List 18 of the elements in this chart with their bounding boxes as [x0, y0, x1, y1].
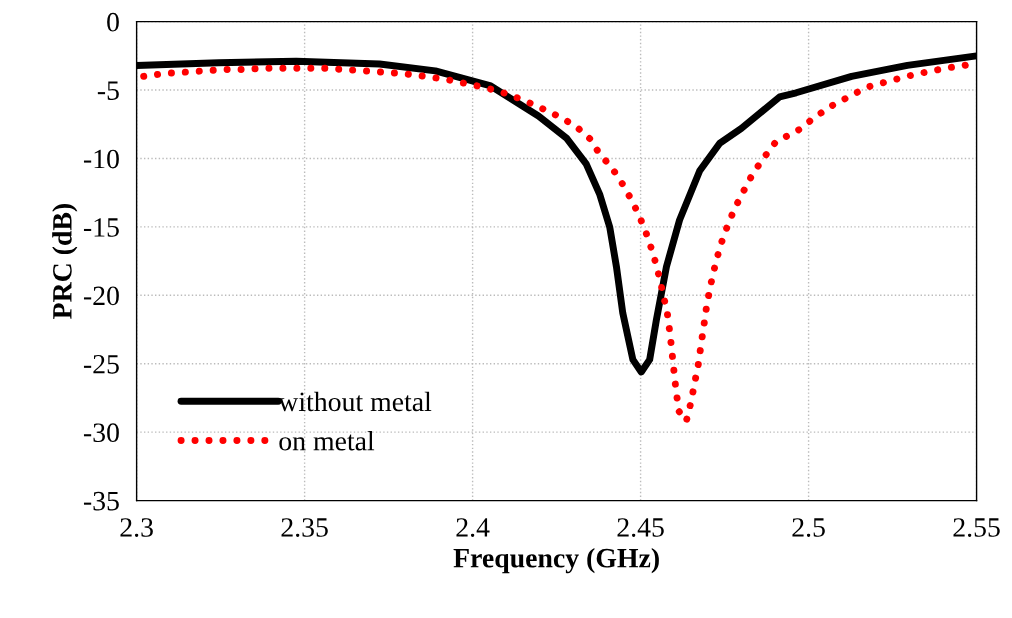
x-tick-label: 2.55 — [953, 518, 1000, 537]
y-tick-label: -30 — [83, 423, 119, 443]
x-axis-title: Frequency (GHz) — [453, 547, 659, 574]
legend-label: without metal — [278, 391, 432, 412]
x-tick-label: 2.3 — [120, 518, 153, 537]
x-tick-label: 2.45 — [617, 518, 664, 537]
y-tick-label: -10 — [83, 149, 119, 169]
y-tick-label: -15 — [83, 218, 119, 237]
x-tick-label: 2.5 — [792, 518, 825, 537]
y-tick-label: -35 — [83, 491, 119, 511]
x-tick-label: 2.4 — [456, 518, 490, 537]
y-tick-label: 0 — [107, 12, 119, 32]
y-tick-label: -20 — [83, 286, 119, 306]
x-tick-label: 2.35 — [281, 518, 328, 537]
y-tick-label: -25 — [83, 354, 119, 374]
y-axis-title: PRC (dB) — [52, 204, 78, 319]
y-tick-label: -5 — [97, 81, 119, 100]
legend-label: on metal — [279, 430, 375, 451]
